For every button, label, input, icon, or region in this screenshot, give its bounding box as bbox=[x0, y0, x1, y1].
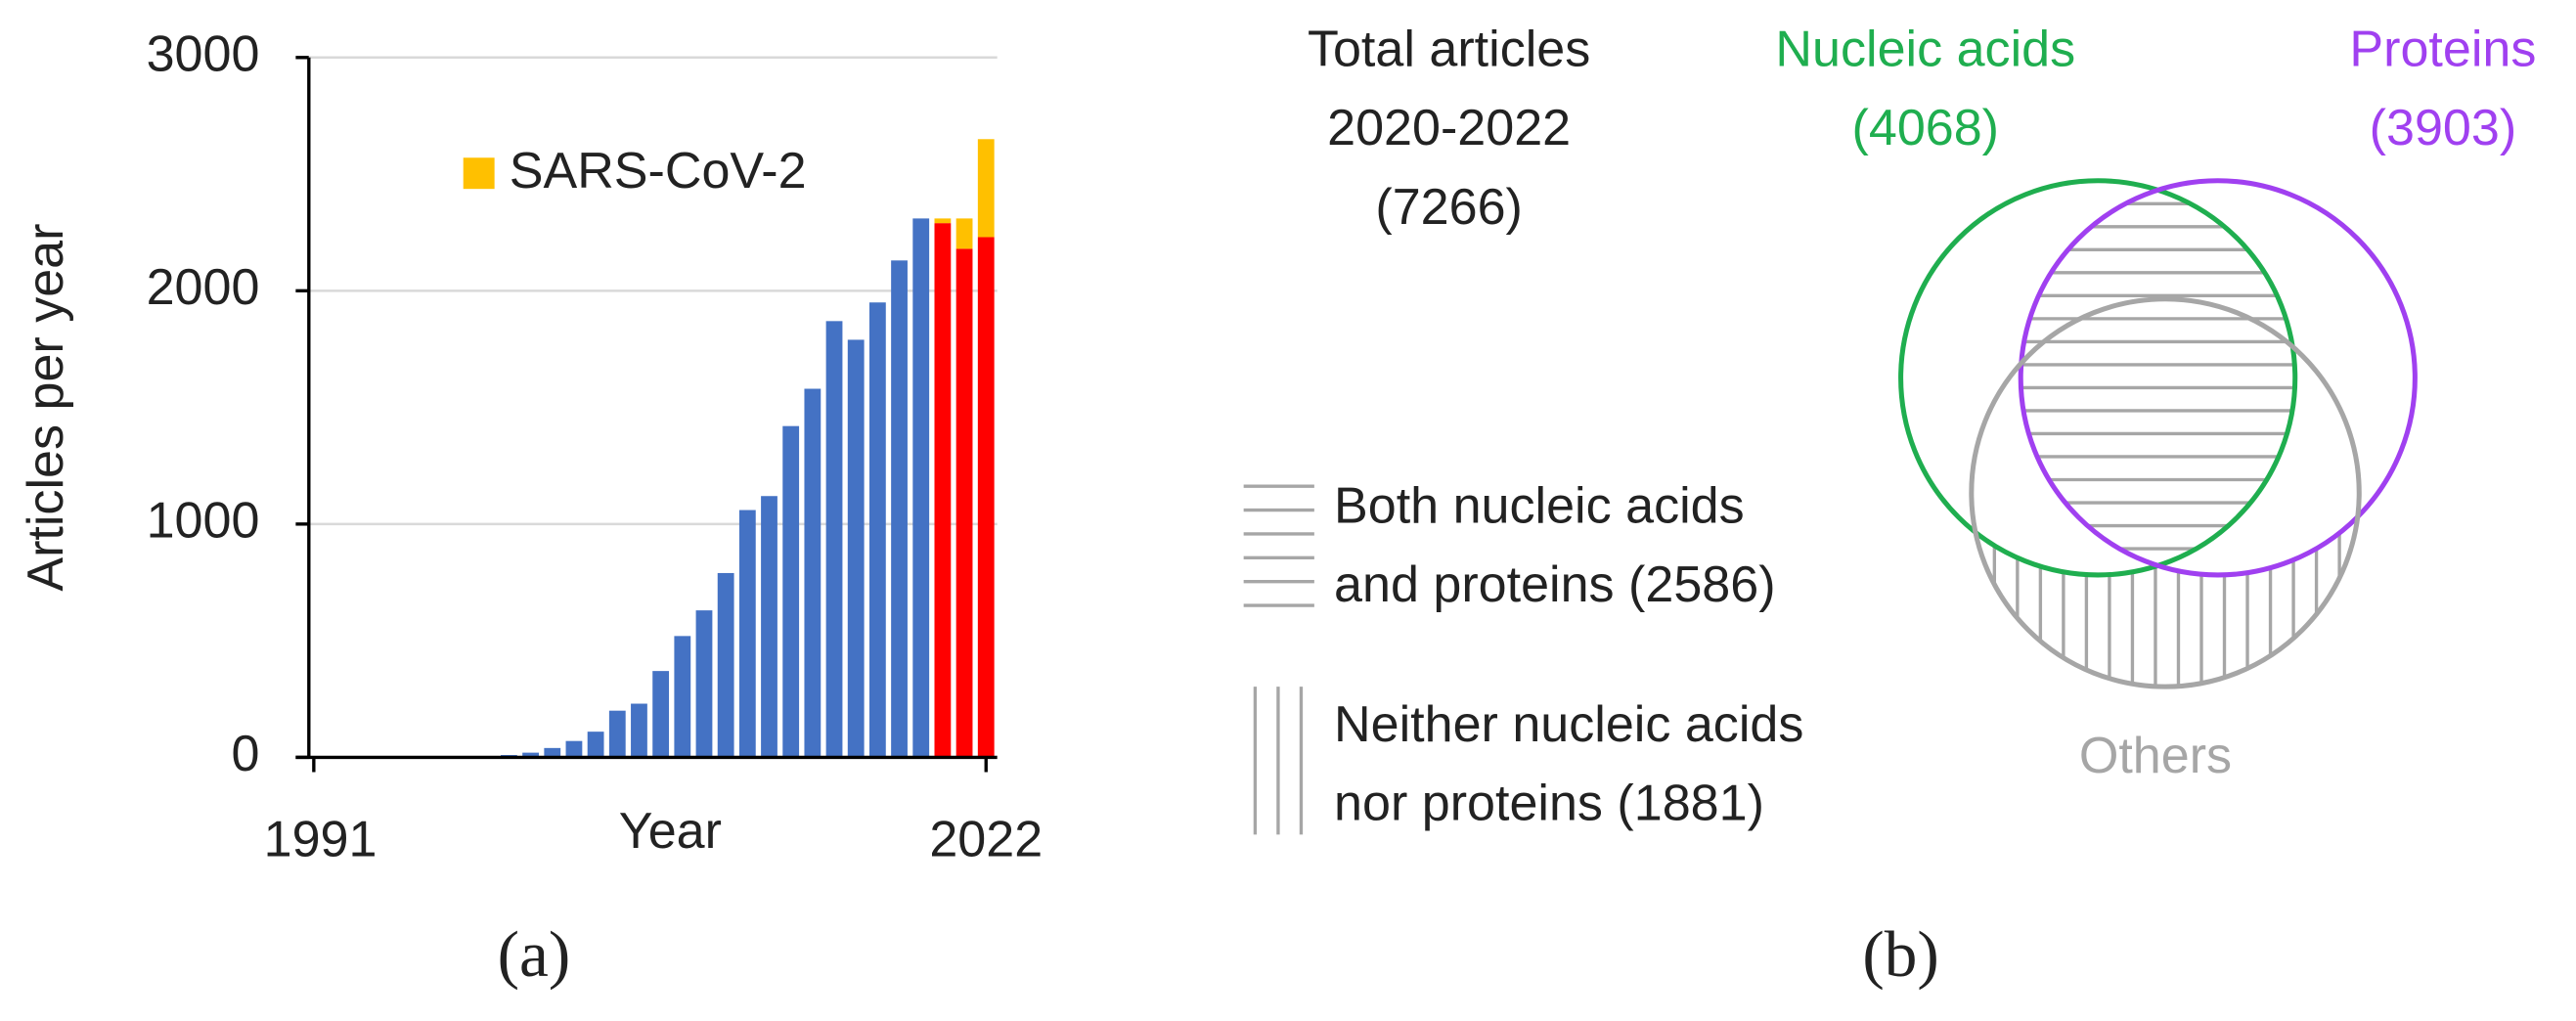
legend-label: Both nucleic acids bbox=[1334, 477, 1745, 534]
bar bbox=[977, 139, 995, 238]
bar bbox=[608, 710, 626, 758]
total-label: Total articles bbox=[1308, 22, 1590, 78]
y-tick-label: 3000 bbox=[147, 26, 260, 83]
bar bbox=[804, 388, 822, 758]
bar bbox=[761, 496, 777, 758]
bar bbox=[977, 237, 995, 758]
set-count: (3903) bbox=[2370, 100, 2517, 156]
bar bbox=[955, 218, 973, 249]
bar bbox=[825, 321, 843, 758]
y-tick-label: 0 bbox=[231, 726, 259, 782]
bar bbox=[522, 752, 539, 758]
total-label: (7266) bbox=[1375, 179, 1523, 236]
bar bbox=[955, 248, 973, 758]
x-tick-label: 1991 bbox=[264, 811, 378, 867]
x-tick-label: 2022 bbox=[929, 811, 1043, 867]
bar-chart: 0 1000 2000 3000 1991 2022 SARS-CoV-2 bbox=[147, 26, 1044, 868]
panel-label: (a) bbox=[498, 917, 571, 991]
overlap-hatch bbox=[2021, 180, 2295, 574]
set-count: (4068) bbox=[1852, 100, 2000, 156]
bar bbox=[544, 747, 561, 758]
bar bbox=[717, 572, 734, 758]
legend-label: nor proteins (1881) bbox=[1334, 776, 1764, 832]
bar bbox=[912, 218, 930, 758]
bar bbox=[868, 302, 886, 758]
both-legend-icon bbox=[1243, 484, 1314, 607]
bar bbox=[695, 610, 713, 758]
set-label: Nucleic acids bbox=[1775, 22, 2075, 78]
bar bbox=[631, 703, 647, 758]
bar bbox=[652, 671, 670, 758]
nucleic-acids-circle bbox=[1898, 178, 2298, 578]
venn-diagram bbox=[1243, 178, 2418, 835]
bar bbox=[565, 740, 583, 758]
set-label: Proteins bbox=[2349, 22, 2536, 78]
legend-label: Neither nucleic acids bbox=[1334, 696, 1803, 753]
legend-swatch bbox=[463, 157, 495, 190]
others-circle bbox=[1969, 296, 2362, 689]
bar bbox=[934, 218, 952, 224]
set-label: Others bbox=[2079, 728, 2232, 784]
proteins-circle bbox=[2018, 178, 2418, 578]
bar bbox=[674, 636, 691, 758]
bar bbox=[891, 260, 908, 758]
neither-legend-icon bbox=[1253, 687, 1304, 835]
bar bbox=[847, 339, 865, 758]
y-axis-label: Articles per year bbox=[18, 224, 74, 592]
total-label: 2020-2022 bbox=[1327, 100, 1571, 156]
bar bbox=[587, 732, 604, 758]
x-axis-label: Year bbox=[619, 803, 722, 860]
y-tick-label: 2000 bbox=[147, 259, 260, 316]
bar bbox=[782, 425, 800, 758]
bar bbox=[738, 510, 756, 758]
panel-label: (b) bbox=[1862, 917, 1938, 991]
legend-label: and proteins (2586) bbox=[1334, 556, 1776, 613]
y-tick-label: 1000 bbox=[147, 493, 260, 550]
bar bbox=[934, 223, 952, 758]
legend-label: SARS-CoV-2 bbox=[510, 143, 807, 200]
